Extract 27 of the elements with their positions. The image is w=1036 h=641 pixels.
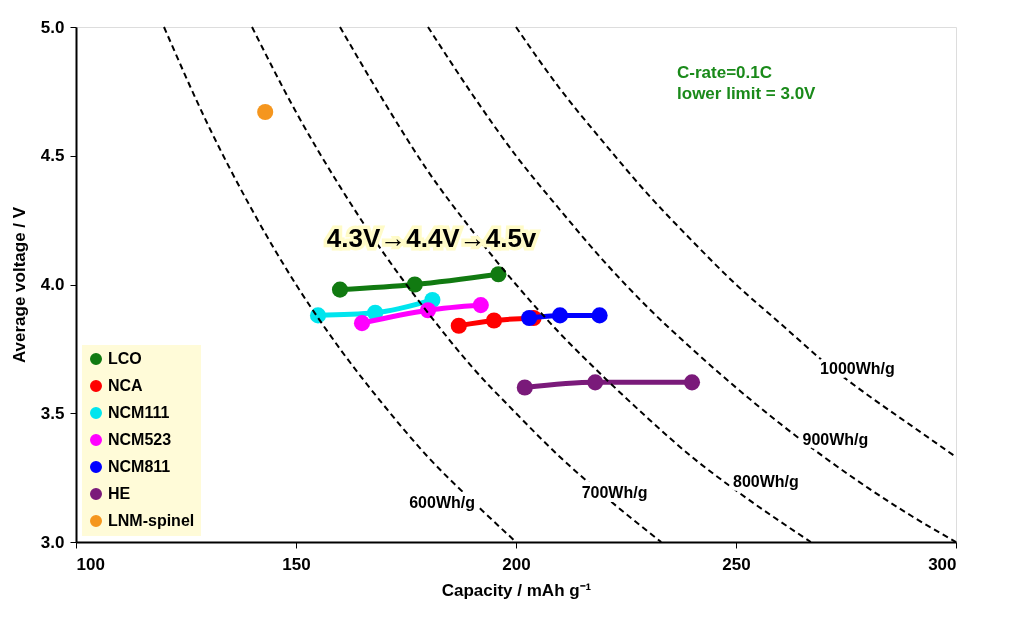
annotation: 700Wh/g — [581, 483, 648, 501]
x-axis-title: Capacity / mAh g⁻¹ — [441, 580, 592, 600]
annotation: 4.3V→4.4V→4.5v — [326, 222, 537, 253]
y-axis-title: Average voltage / V — [9, 206, 29, 364]
annotation: C-rate=0.1C — [677, 62, 773, 82]
legend-label: LNM-spinel — [108, 512, 195, 529]
x-tick-label: 250 — [722, 554, 751, 574]
legend-label: NCM523 — [108, 431, 172, 448]
y-tick-label: 4.5 — [40, 146, 65, 166]
annotation: 1000Wh/g — [820, 359, 895, 377]
x-tick-label: 100 — [76, 554, 105, 574]
legend-label: NCA — [108, 377, 144, 394]
y-tick-label: 5.0 — [40, 17, 65, 37]
x-tick-label: 150 — [282, 554, 311, 574]
legend-label: LCO — [108, 350, 142, 367]
annotation: 900Wh/g — [802, 431, 869, 449]
y-tick-label: 3.0 — [40, 532, 65, 552]
x-tick-label: 200 — [502, 554, 531, 574]
y-tick-label: 4.0 — [40, 275, 65, 294]
annotation: 600Wh/g — [409, 494, 475, 512]
legend-label: NCM811 — [108, 458, 171, 475]
annotation: lower limit = 3.0V — [677, 83, 817, 103]
legend-label: HE — [108, 485, 131, 502]
annotation: 800Wh/g — [733, 472, 799, 490]
x-tick-label: 300 — [928, 554, 957, 574]
y-tick-label: 3.5 — [40, 403, 65, 423]
legend-label: NCM111 — [108, 404, 170, 421]
